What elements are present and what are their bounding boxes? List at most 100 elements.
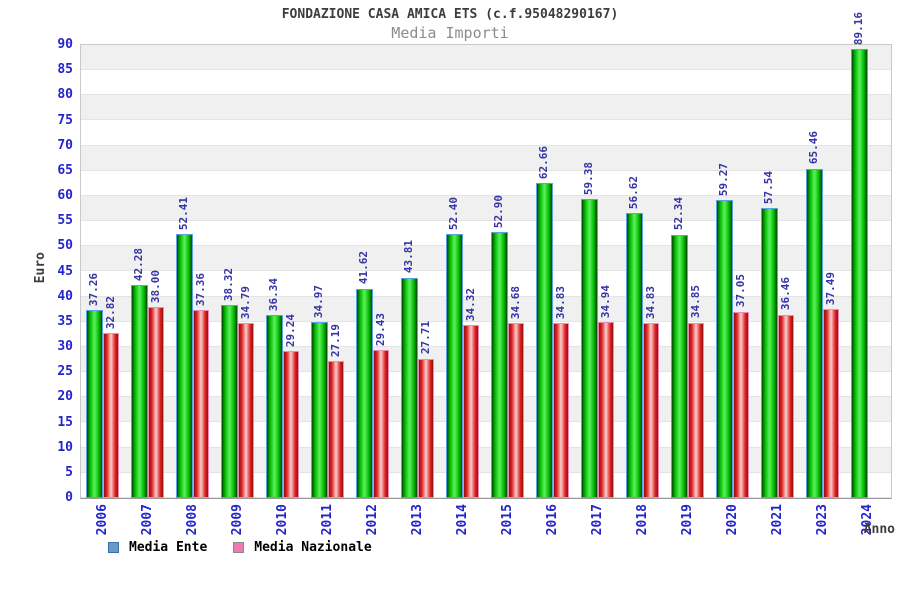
- x-tick-label: 2019: [680, 504, 695, 536]
- y-tick-label: 85: [57, 62, 73, 78]
- y-tick-label: 15: [57, 414, 73, 430]
- y-tick-label: 30: [57, 339, 73, 354]
- y-tick-label: 60: [57, 188, 73, 203]
- bar-media-ente: [176, 234, 193, 498]
- x-tick-label: 2007: [140, 504, 155, 536]
- bar-media-ente: [401, 277, 418, 498]
- bar-media-nazionale: [508, 323, 524, 498]
- bar-media-nazionale: [688, 322, 704, 498]
- bar-media-ente: [761, 208, 778, 498]
- plot-band: [81, 120, 891, 146]
- y-tick-label: 40: [57, 288, 73, 304]
- chart-subtitle: Media Importi: [391, 24, 509, 42]
- bar-media-nazionale: [598, 322, 614, 498]
- y-tick-label: 90: [57, 37, 73, 52]
- bar-media-ente: [491, 231, 508, 498]
- x-axis-labels: 2006 2007 2008 2009 2010 2011 2012 2013 2014 2015…: [81, 45, 891, 535]
- plot-bars: [81, 45, 891, 498]
- y-tick-label: 45: [57, 263, 73, 279]
- bar-media-ente: [446, 234, 463, 498]
- plot-band: [81, 221, 891, 247]
- plot-band: [81, 145, 891, 171]
- x-tick-label: 2013: [410, 504, 425, 536]
- bar-media-ente: [851, 49, 868, 498]
- x-tick-label: 2018: [635, 504, 650, 536]
- bar-media-nazionale: [238, 322, 254, 498]
- x-tick-label: 2017: [590, 504, 605, 536]
- y-tick-label: 75: [57, 112, 73, 128]
- bar-media-ente: [221, 305, 238, 498]
- legend-swatch-media-ente: [108, 542, 119, 553]
- x-tick-label: 2010: [275, 504, 290, 536]
- plot-band: [81, 45, 891, 71]
- bar-media-ente: [581, 199, 598, 498]
- plot-band: [81, 372, 891, 398]
- x-tick-label: 2011: [320, 504, 335, 536]
- plot-bands: [81, 45, 891, 498]
- bar-media-nazionale: [553, 322, 569, 498]
- y-tick-label: 70: [57, 137, 73, 153]
- bar-value-label: 89.16: [852, 12, 865, 46]
- plot-band: [81, 246, 891, 272]
- plot-band: [81, 472, 891, 498]
- x-tick-label: 2014: [455, 504, 470, 536]
- bar-media-ente: [131, 285, 148, 498]
- bar-media-nazionale: [643, 322, 659, 498]
- y-tick-label: 20: [57, 389, 73, 405]
- x-tick-label: 2008: [185, 504, 200, 536]
- bar-media-ente: [536, 182, 553, 498]
- plot-band: [81, 170, 891, 196]
- y-tick-label: 55: [57, 213, 73, 229]
- x-axis-title: Anno: [863, 522, 895, 537]
- plot-band: [81, 321, 891, 347]
- y-tick-label: 80: [57, 87, 73, 103]
- plot-area: 37.26 32.82 42.28 38.00 52.41 37.36 38.32 34.79…: [80, 12, 892, 535]
- y-tick-label: 5: [65, 464, 73, 480]
- legend-label-media-nazionale: Media Nazionale: [254, 540, 372, 555]
- plot-band: [81, 397, 891, 423]
- y-tick-label: 0: [65, 490, 73, 505]
- bar-media-nazionale: [148, 306, 164, 498]
- legend: Media Ente Media Nazionale: [108, 540, 398, 555]
- bar-media-nazionale: [418, 358, 434, 498]
- plot-band: [81, 296, 891, 322]
- bar-media-nazionale: [463, 325, 479, 498]
- x-tick-label: 2023: [815, 504, 830, 536]
- x-tick-label: 2015: [500, 504, 515, 536]
- bar-media-ente: [86, 310, 103, 498]
- y-tick-label: 65: [57, 162, 73, 178]
- plot-band: [81, 422, 891, 448]
- plot-band: [81, 70, 891, 96]
- bar-media-ente: [716, 199, 733, 498]
- chart-title: FONDAZIONE CASA AMICA ETS (c.f.950482901…: [281, 7, 619, 22]
- bar-media-ente: [356, 288, 373, 498]
- bar-media-ente: [806, 168, 823, 498]
- bar-media-nazionale: [103, 332, 119, 498]
- bar-media-nazionale: [193, 309, 209, 498]
- x-tick-label: 2006: [95, 504, 110, 536]
- bar-media-nazionale: [733, 311, 749, 498]
- bar-media-nazionale: [823, 309, 839, 498]
- x-tick-label: 2009: [230, 504, 245, 536]
- bar-media-ente: [266, 315, 283, 498]
- x-tick-label: 2012: [365, 504, 380, 536]
- plot-band: [81, 271, 891, 297]
- plot-band: [81, 196, 891, 222]
- bar-media-nazionale: [373, 349, 389, 498]
- bar-media-ente: [671, 234, 688, 498]
- x-tick-label: 2016: [545, 504, 560, 536]
- y-tick-label: 10: [57, 439, 73, 455]
- legend-label-media-ente: Media Ente: [129, 540, 208, 555]
- bar-media-ente: [626, 213, 643, 498]
- plot-band: [81, 447, 891, 473]
- bar-media-nazionale: [778, 314, 794, 498]
- plot-band: [81, 95, 891, 121]
- y-tick-label: 50: [57, 238, 73, 254]
- bar-media-nazionale: [328, 361, 344, 498]
- x-tick-label: 2021: [770, 504, 785, 536]
- plot-band: [81, 347, 891, 373]
- legend-swatch-media-nazionale: [233, 542, 245, 553]
- y-tick-label: 25: [57, 364, 73, 380]
- x-tick-label: 2020: [725, 504, 740, 536]
